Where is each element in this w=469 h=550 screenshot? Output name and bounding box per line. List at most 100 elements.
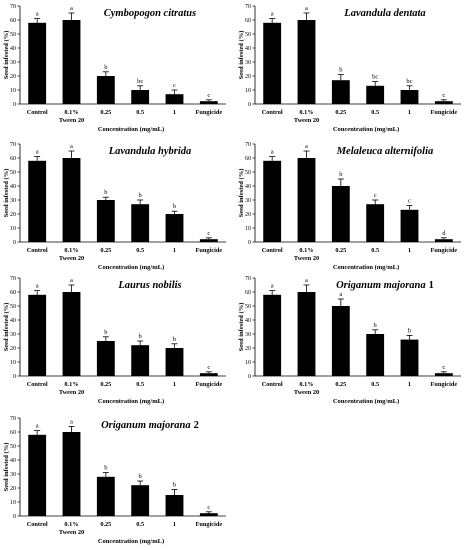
significance-letter: c	[207, 92, 210, 99]
significance-letter: b	[339, 67, 342, 74]
y-tick-label: 10	[10, 500, 16, 506]
significance-letter: a	[339, 291, 342, 298]
y-tick-label: 0	[248, 374, 251, 380]
x-tick-label: Fungicide	[431, 247, 458, 254]
significance-letter: d	[442, 230, 446, 237]
x-axis-label: Concentration (mg/mL)	[333, 264, 399, 271]
x-axis-label: Concentration (mg/mL)	[98, 264, 164, 271]
bar	[297, 158, 316, 242]
bar	[434, 373, 453, 376]
x-tick-label: Fungicide	[196, 247, 223, 254]
significance-letter: a	[305, 277, 308, 284]
bar	[263, 22, 282, 104]
bar	[62, 292, 81, 376]
y-tick-label: 20	[245, 74, 251, 80]
x-tick-label: 0.1%	[299, 109, 313, 116]
bar	[62, 20, 81, 104]
x-tick-label: 0.1%	[64, 109, 78, 116]
x-tick-label: 1	[173, 247, 176, 254]
significance-letter: c	[207, 504, 210, 511]
x-tick-label: 1	[173, 521, 176, 528]
x-tick-label: 0.5	[371, 109, 379, 116]
significance-letter: c	[207, 364, 210, 371]
x-tick-label: 1	[408, 247, 411, 254]
bar	[434, 101, 453, 104]
y-tick-label: 10	[245, 226, 251, 232]
x-tick-label: 0.25	[335, 109, 346, 116]
x-tick-label: 0.1%	[64, 247, 78, 254]
significance-letter: b	[173, 203, 176, 210]
y-axis-label: Seed infested (%)	[238, 169, 245, 218]
bar	[199, 101, 218, 104]
y-tick-label: 70	[10, 142, 16, 148]
x-tick-label: 0.5	[136, 521, 144, 528]
panel-1: Cymbopogon citratus Seed infested (%) 0 10 2…	[0, 0, 234, 136]
significance-letter: a	[36, 283, 39, 290]
x-tick-label: Fungicide	[431, 109, 458, 116]
x-tick-sublabel: Tween 20	[59, 389, 84, 396]
x-axis-label: Concentration (mg/mL)	[98, 538, 164, 545]
significance-letter: b	[339, 171, 342, 178]
bar	[165, 348, 184, 376]
x-tick-label: 1	[408, 381, 411, 388]
y-tick-label: 30	[10, 60, 16, 66]
x-tick-sublabel: Tween 20	[294, 389, 319, 396]
significance-letter: a	[70, 143, 73, 150]
y-tick-label: 50	[10, 304, 16, 310]
bar	[28, 294, 47, 376]
significance-letter: c	[442, 364, 445, 371]
bar	[331, 186, 350, 242]
x-tick-label: 1	[173, 109, 176, 116]
significance-letter: a	[271, 11, 274, 18]
bar	[62, 432, 81, 516]
panel-3: Lavandula hybrida Seed infested (%) 0 10 20 3…	[0, 138, 234, 274]
chart-svg: Lavandula dentata Seed infested (%) 0 10 20 3…	[238, 4, 461, 133]
significance-letter: c	[442, 92, 445, 99]
y-tick-label: 50	[245, 32, 251, 38]
x-axis-label: Concentration (mg/mL)	[98, 398, 164, 405]
y-tick-label: 50	[10, 32, 16, 38]
bar	[96, 476, 115, 516]
bar	[400, 90, 419, 104]
bar	[366, 334, 385, 376]
x-tick-label: 0.5	[136, 247, 144, 254]
x-tick-label: 0.25	[100, 109, 111, 116]
x-tick-sublabel: Tween 20	[294, 255, 319, 262]
significance-letter: b	[104, 64, 107, 71]
bar	[297, 292, 316, 376]
y-tick-label: 10	[10, 360, 16, 366]
y-tick-label: 20	[10, 346, 16, 352]
significance-letter: a	[70, 418, 73, 425]
y-axis-label: Seed infested (%)	[3, 303, 10, 352]
y-tick-label: 0	[248, 102, 251, 108]
significance-letter: b	[104, 465, 107, 472]
significance-letter: bc	[372, 74, 378, 81]
x-tick-label: Control	[27, 381, 48, 388]
x-tick-label: 0.5	[136, 381, 144, 388]
x-tick-sublabel: Tween 20	[59, 529, 84, 536]
chart-title: Lavandula dentata	[343, 8, 425, 19]
bar	[331, 80, 350, 104]
chart-title: Origanum majorana 2	[101, 420, 199, 431]
significance-letter: bc	[406, 78, 412, 85]
y-tick-label: 10	[245, 360, 251, 366]
bar	[297, 20, 316, 104]
y-tick-label: 60	[10, 156, 16, 162]
significance-letter: b	[173, 481, 176, 488]
x-tick-label: 0.25	[100, 247, 111, 254]
y-axis-label: Seed infested (%)	[238, 303, 245, 352]
chart-title: Cymbopogon citratus	[104, 8, 196, 19]
x-tick-label: 0.25	[335, 247, 346, 254]
significance-letter: b	[173, 336, 176, 343]
y-tick-label: 20	[245, 346, 251, 352]
y-tick-label: 70	[10, 276, 16, 282]
x-tick-label: Control	[27, 247, 48, 254]
chart-title: Lavandula hybrida	[108, 146, 192, 157]
y-tick-label: 60	[245, 290, 251, 296]
y-tick-label: 0	[248, 240, 251, 246]
bar	[96, 341, 115, 376]
x-tick-label: 0.1%	[64, 381, 78, 388]
y-tick-label: 60	[10, 18, 16, 24]
bar	[199, 513, 218, 516]
y-tick-label: 40	[245, 184, 251, 190]
